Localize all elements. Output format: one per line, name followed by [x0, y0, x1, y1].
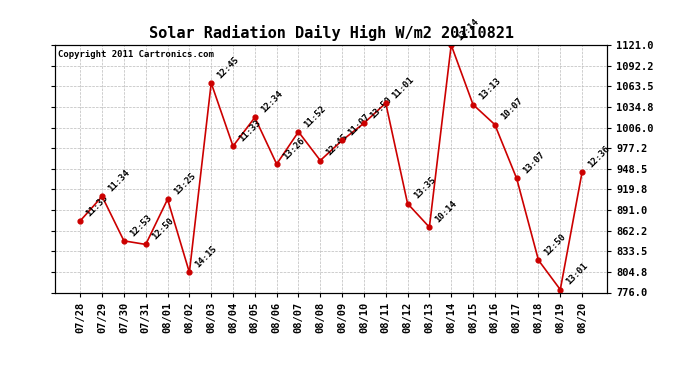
Point: [533, 257, 544, 263]
Text: 13:26: 13:26: [281, 136, 306, 161]
Point: [446, 42, 457, 48]
Point: [424, 224, 435, 230]
Point: [315, 158, 326, 164]
Point: [337, 137, 348, 143]
Text: 13:25: 13:25: [172, 171, 197, 196]
Text: 12:45: 12:45: [215, 55, 241, 80]
Point: [555, 286, 566, 292]
Point: [293, 129, 304, 135]
Point: [468, 102, 479, 108]
Point: [119, 238, 130, 244]
Text: 11:35: 11:35: [84, 193, 110, 218]
Text: 13:07: 13:07: [521, 150, 546, 176]
Text: 11:07: 11:07: [346, 112, 372, 138]
Point: [271, 161, 282, 167]
Point: [489, 122, 500, 128]
Text: 12:45: 12:45: [324, 132, 350, 158]
Point: [249, 114, 260, 120]
Text: 12:50: 12:50: [542, 232, 568, 258]
Title: Solar Radiation Daily High W/m2 20110821: Solar Radiation Daily High W/m2 20110821: [149, 25, 513, 41]
Text: 12:34: 12:34: [259, 89, 284, 115]
Text: 11:34: 11:34: [106, 168, 132, 194]
Point: [511, 176, 522, 181]
Text: 13:14: 13:14: [455, 17, 481, 42]
Point: [358, 120, 369, 126]
Text: 13:01: 13:01: [564, 261, 590, 287]
Point: [402, 201, 413, 207]
Text: 11:33: 11:33: [237, 118, 263, 143]
Point: [97, 194, 108, 200]
Text: 13:50: 13:50: [368, 95, 393, 120]
Point: [206, 80, 217, 86]
Point: [228, 143, 239, 149]
Text: 12:53: 12:53: [128, 213, 153, 238]
Text: 13:35: 13:35: [412, 176, 437, 201]
Point: [162, 196, 173, 202]
Text: 11:01: 11:01: [390, 75, 415, 100]
Text: 12:36: 12:36: [586, 144, 611, 169]
Point: [184, 269, 195, 275]
Text: 11:52: 11:52: [303, 104, 328, 129]
Text: 14:15: 14:15: [194, 244, 219, 270]
Text: 10:07: 10:07: [499, 96, 524, 122]
Text: 12:50: 12:50: [150, 216, 175, 242]
Point: [75, 218, 86, 224]
Text: Copyright 2011 Cartronics.com: Copyright 2011 Cartronics.com: [58, 50, 214, 59]
Point: [140, 242, 151, 248]
Text: 10:14: 10:14: [433, 199, 459, 225]
Point: [577, 169, 588, 175]
Text: 13:13: 13:13: [477, 76, 502, 102]
Point: [380, 100, 391, 106]
